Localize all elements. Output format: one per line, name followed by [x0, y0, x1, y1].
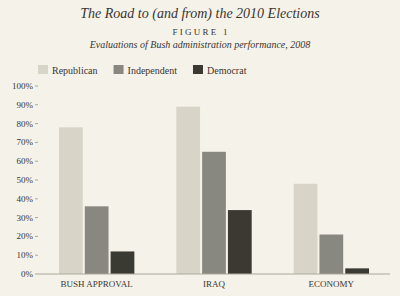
legend-swatch: [193, 65, 203, 74]
y-tick-label: 70%: [17, 137, 34, 147]
y-tick: [35, 217, 38, 218]
x-tick-label: BUSH APPROVAL: [61, 279, 133, 289]
bar: [294, 184, 318, 274]
y-tick: [35, 274, 38, 275]
y-tick: [35, 86, 38, 87]
y-tick-label: 0%: [21, 269, 34, 279]
bars: [59, 107, 369, 274]
legend-entry: Democrat: [207, 65, 247, 76]
legend-swatch: [38, 65, 48, 74]
x-tick-label: IRAQ: [203, 279, 225, 289]
y-tick: [35, 161, 38, 162]
y-tick-label: 80%: [17, 119, 34, 129]
y-tick-label: 10%: [17, 250, 34, 260]
y-tick: [35, 198, 38, 199]
bar: [111, 251, 135, 274]
y-axis: 0% 10% 20% 30% 40% 50% 60% 70% 80% 90% 100%: [12, 81, 38, 279]
y-tick-label: 60%: [17, 156, 34, 166]
x-axis-line: [38, 274, 390, 275]
y-tick-label: 100%: [12, 81, 34, 91]
legend-swatch: [114, 65, 124, 74]
y-tick: [35, 236, 38, 237]
legend-entry: Independent: [128, 65, 178, 76]
bar: [85, 206, 109, 274]
y-tick-label: 90%: [17, 100, 34, 110]
bar: [319, 235, 343, 274]
legend-entry: Republican: [52, 65, 98, 76]
background: [0, 0, 400, 296]
x-tick-label: ECONOMY: [309, 279, 355, 289]
bar: [202, 152, 226, 274]
subtitle: Evaluations of Bush administration perfo…: [89, 39, 311, 50]
bar: [228, 210, 252, 274]
y-tick: [35, 123, 38, 124]
y-tick-label: 50%: [17, 175, 34, 185]
legend: Republican Independent Democrat: [38, 65, 247, 76]
x-axis: BUSH APPROVAL IRAQ ECONOMY: [61, 279, 355, 289]
y-tick: [35, 142, 38, 143]
y-tick-label: 20%: [17, 231, 34, 241]
y-tick: [35, 180, 38, 181]
title: The Road to (and from) the 2010 Election…: [80, 6, 320, 22]
y-tick-label: 40%: [17, 194, 34, 204]
y-tick: [35, 104, 38, 105]
bar: [345, 268, 369, 274]
y-tick-label: 30%: [17, 213, 34, 223]
figure-label: F I G U R E 1: [172, 27, 227, 37]
y-tick: [35, 255, 38, 256]
bar: [176, 107, 200, 274]
bar: [59, 127, 83, 274]
